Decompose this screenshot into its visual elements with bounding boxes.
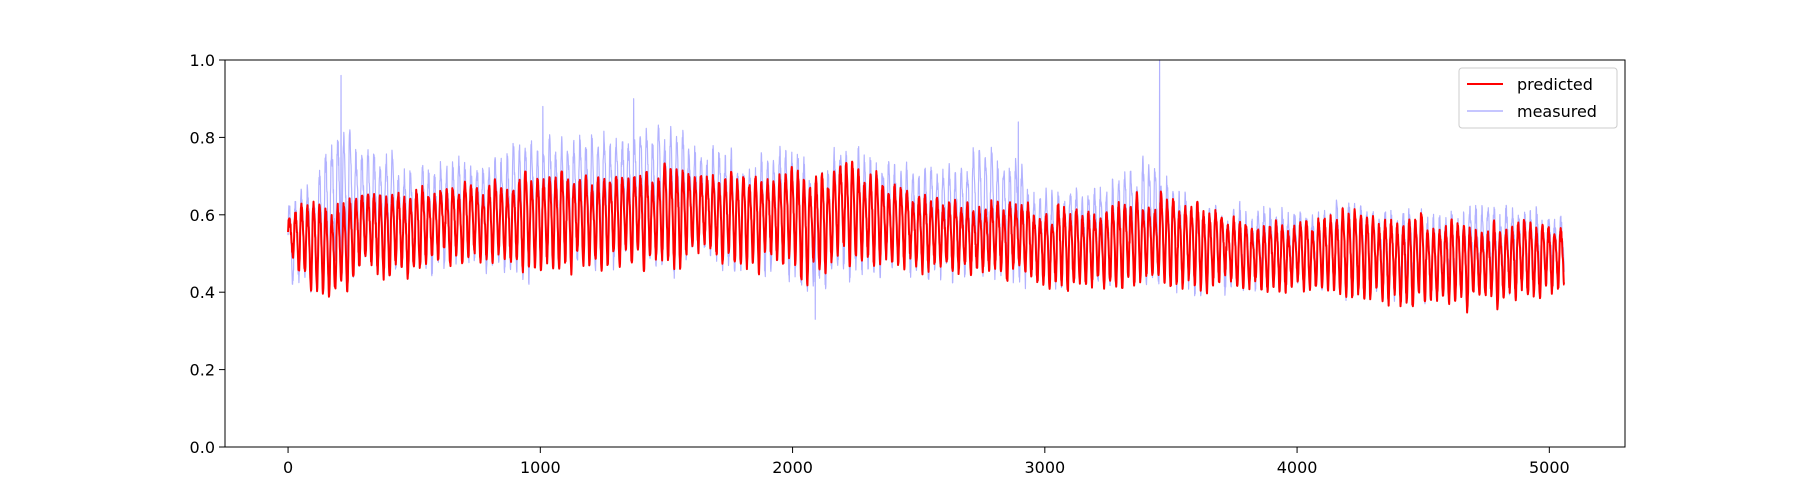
legend: predicted measured	[1458, 67, 1618, 129]
x-tick-label: 4000	[1277, 458, 1318, 477]
y-tick-label: 0.4	[190, 283, 215, 302]
series-layer	[287, 59, 1565, 320]
x-tick-label: 5000	[1529, 458, 1570, 477]
legend-label-measured: measured	[1517, 102, 1597, 121]
y-tick-label: 0.2	[190, 361, 215, 380]
y-axis: 0.0 0.2 0.4 0.6 0.8 1.0	[190, 51, 225, 457]
y-tick-label: 0.6	[190, 206, 215, 225]
x-axis: 0 1000 2000 3000 4000 5000	[283, 447, 1570, 477]
plot-frame	[224, 59, 1626, 448]
series-line-predicted	[287, 160, 1565, 314]
x-tick-label: 1000	[520, 458, 561, 477]
plot-background	[225, 60, 1625, 447]
x-tick-label: 2000	[772, 458, 813, 477]
y-tick-label: 1.0	[190, 51, 215, 70]
y-tick-label: 0.0	[190, 438, 215, 457]
x-tick-label: 3000	[1024, 458, 1065, 477]
legend-label-predicted: predicted	[1517, 75, 1593, 94]
x-tick-label: 0	[283, 458, 293, 477]
y-tick-label: 0.8	[190, 128, 215, 147]
